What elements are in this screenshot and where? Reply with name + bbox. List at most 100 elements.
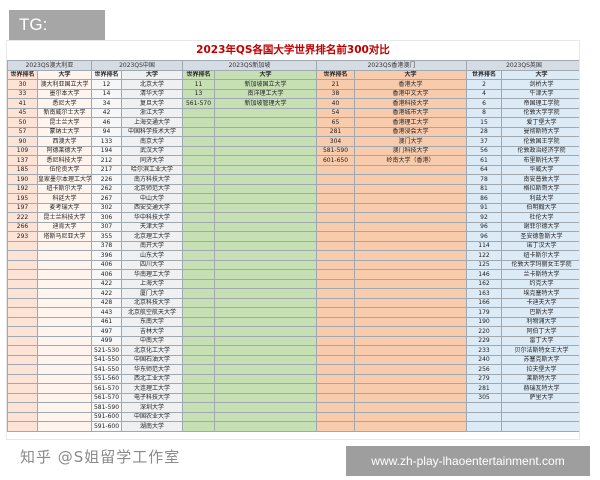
rank-cell-hk	[316, 212, 355, 223]
rank-cell-cn: 307	[91, 221, 122, 232]
rank-cell-cn: 302	[91, 202, 122, 213]
rank-cell-hk	[316, 297, 355, 308]
rank-cell-au	[7, 335, 38, 346]
university-cell-hk: 香港大学	[354, 79, 467, 90]
rank-cell-cn: 561-570	[91, 383, 122, 394]
rank-cell-uk: 8	[466, 107, 502, 118]
table-row: 41 悉尼大学 34 复旦大学 561-570 新加坡管理大学 40 香港科技大学 6 帝国理工学…	[7, 98, 579, 109]
university-cell-sg	[214, 117, 317, 128]
rank-cell-hk	[316, 278, 355, 289]
rank-cell-cn: 355	[91, 231, 122, 242]
university-cell-cn: 北京化工大学	[121, 345, 183, 356]
rank-cell-au: 192	[7, 183, 38, 194]
university-cell-sg	[214, 278, 317, 289]
rank-cell-sg	[182, 202, 215, 213]
rank-cell-sg	[182, 240, 215, 251]
university-cell-cn: 中南大学	[121, 335, 183, 346]
table-row: 406 四川大学 125 伦敦大学玛丽女王学院	[7, 259, 579, 270]
rank-cell-uk: 15	[466, 117, 502, 128]
table-row: 396 山东大学 122 纽卡斯尔大学	[7, 250, 579, 261]
university-cell-cn: 吉林大学	[121, 326, 183, 337]
university-cell-cn: 中山大学	[121, 193, 183, 204]
rank-cell-au: 185	[7, 164, 38, 175]
university-cell-au: 科廷大学	[37, 193, 92, 204]
rank-cell-sg	[182, 221, 215, 232]
rank-cell-sg	[182, 297, 215, 308]
rank-cell-cn: 551-560	[91, 373, 122, 384]
university-cell-uk: 莱斯特大学	[501, 373, 579, 384]
university-cell-uk: 卡迪夫大学	[501, 297, 579, 308]
university-cell-cn: 北京大学	[121, 79, 183, 90]
university-cell-sg	[214, 364, 317, 375]
rank-cell-hk	[316, 174, 355, 185]
rank-cell-uk: 81	[466, 183, 502, 194]
university-cell-uk: 贝尔法斯特女王大学	[501, 345, 579, 356]
rank-cell-cn: 561-570	[91, 392, 122, 403]
rank-cell-cn: 461	[91, 316, 122, 327]
ranking-table: 2023QS澳大利亚 2023QS中国 2023QS新加坡 2023QS香港澳门 202…	[7, 60, 579, 432]
rank-cell-au: 90	[7, 136, 38, 147]
rank-cell-sg	[182, 107, 215, 118]
rank-cell-au: 197	[7, 202, 38, 213]
university-cell-sg	[214, 297, 317, 308]
university-cell-uk: 牛津大学	[501, 88, 579, 99]
table-row: 422 厦门大学 163 埃克塞特大学	[7, 288, 579, 299]
university-cell-au	[37, 373, 92, 384]
university-cell-uk: 南安普敦大学	[501, 174, 579, 185]
rank-cell-uk: 281	[466, 383, 502, 394]
rank-cell-uk: 146	[466, 269, 502, 280]
university-cell-uk: 利物浦大学	[501, 316, 579, 327]
table-row: 561-570 大连理工大学 281 赫瑞瓦特大学	[7, 383, 579, 394]
rank-cell-cn: 12	[91, 79, 122, 90]
rank-cell-sg: 561-570	[182, 98, 215, 109]
rank-cell-au	[7, 259, 38, 270]
rank-cell-au	[7, 411, 38, 422]
rank-cell-au	[7, 250, 38, 261]
region-header-au: 2023QS澳大利亚	[7, 60, 92, 71]
university-cell-sg	[214, 326, 317, 337]
university-cell-au: 西澳大学	[37, 136, 92, 147]
rank-cell-sg	[182, 383, 215, 394]
university-cell-au	[37, 335, 92, 346]
rank-cell-uk: 279	[466, 373, 502, 384]
rank-cell-au	[7, 354, 38, 365]
rank-cell-uk	[466, 402, 502, 413]
university-cell-uk: 埃克塞特大学	[501, 288, 579, 299]
rank-cell-uk	[466, 411, 502, 422]
rank-cell-cn: 541-550	[91, 364, 122, 375]
university-cell-uk: 萨里大学	[501, 392, 579, 403]
table-row: 33 墨尔本大学 14 清华大学 13 南洋理工大学 38 香港中文大学 4 牛津大学	[7, 88, 579, 99]
university-cell-sg	[214, 193, 317, 204]
table-row: 195 科廷大学 267 中山大学 86 利兹大学	[7, 193, 579, 204]
rank-cell-au: 33	[7, 88, 38, 99]
university-cell-au: 塔斯马尼亚大学	[37, 231, 92, 242]
university-cell-sg: 新加坡管理大学	[214, 98, 317, 109]
col-header-university: 大学	[501, 69, 579, 80]
rank-cell-sg	[182, 269, 215, 280]
region-header-row: 2023QS澳大利亚 2023QS中国 2023QS新加坡 2023QS香港澳门 202…	[7, 60, 579, 71]
table-row: 551-560 西北工业大学 279 莱斯特大学	[7, 373, 579, 384]
university-cell-uk: 圣安德鲁斯大学	[501, 231, 579, 242]
rank-cell-uk	[466, 421, 502, 432]
rank-cell-hk	[316, 364, 355, 375]
rank-cell-hk	[316, 421, 355, 432]
rank-cell-au: 266	[7, 221, 38, 232]
rank-cell-hk	[316, 392, 355, 403]
rank-cell-au	[7, 278, 38, 289]
rank-cell-au	[7, 421, 38, 432]
rank-cell-uk: 220	[466, 326, 502, 337]
university-cell-hk	[354, 354, 467, 365]
university-cell-sg	[214, 250, 317, 261]
university-cell-au	[37, 364, 92, 375]
university-cell-hk	[354, 231, 467, 242]
rank-cell-hk: 281	[316, 126, 355, 137]
table-row: 378 南开大学 114 诺丁汉大学	[7, 240, 579, 251]
university-cell-sg	[214, 240, 317, 251]
table-row: 591-600 湖南大学	[7, 421, 579, 432]
university-cell-uk: 剑桥大学	[501, 79, 579, 90]
table-body: 30 澳大利亚国立大学 12 北京大学 11 新加坡国立大学 21 香港大学 2 剑桥大学 33 墨尔…	[7, 79, 579, 432]
university-cell-cn: 上海交通大学	[121, 117, 183, 128]
rank-cell-cn: 133	[91, 136, 122, 147]
table-row: 541-550 中国石油大学 240 苏塞克斯大学	[7, 354, 579, 365]
university-cell-hk	[354, 402, 467, 413]
